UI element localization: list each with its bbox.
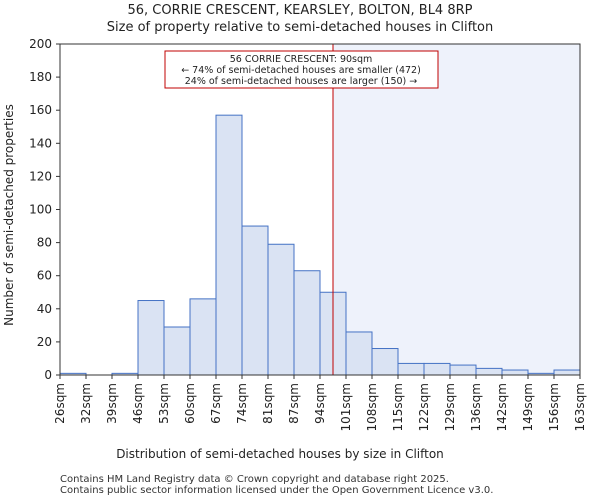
bar [137, 300, 165, 376]
bar [215, 114, 243, 376]
bar [371, 348, 399, 376]
x-tick-label: 53sqm [157, 383, 171, 424]
bar [397, 362, 425, 376]
x-tick-label: 67sqm [209, 383, 223, 424]
x-tick-label: 60sqm [183, 383, 197, 424]
x-tick-label: 81sqm [261, 383, 275, 424]
y-tick-label: 160 [29, 103, 52, 117]
x-tick-label: 87sqm [287, 383, 301, 424]
x-tick-label: 74sqm [235, 383, 249, 424]
bar [293, 270, 321, 376]
x-tick-label: 101sqm [339, 383, 353, 431]
x-tick-label: 129sqm [443, 383, 457, 431]
footer-attribution-2: Contains public sector information licen… [60, 485, 494, 496]
y-tick-label: 180 [29, 70, 52, 84]
y-tick-label: 100 [29, 203, 52, 217]
y-tick-label: 140 [29, 136, 52, 150]
bar [501, 369, 529, 376]
annotation-box: 56 CORRIE CRESCENT: 90sqm ← 74% of semi-… [164, 50, 439, 89]
y-tick-label: 40 [37, 302, 52, 316]
x-axis-label: Distribution of semi-detached houses by … [116, 447, 444, 461]
x-tick-label: 108sqm [365, 383, 379, 431]
y-ticks: 0 20 40 60 80 100 120 140 160 180 200 [29, 37, 60, 382]
bar [241, 225, 269, 376]
bar [553, 369, 581, 376]
y-tick-label: 20 [37, 335, 52, 349]
x-tick-label: 46sqm [131, 383, 145, 424]
y-tick-label: 0 [44, 368, 52, 382]
x-tick-label: 32sqm [79, 383, 93, 424]
y-axis-label: Number of semi-detached properties [2, 104, 16, 326]
x-ticks: 26sqm 32sqm 39sqm 46sqm 53sqm 60sqm 67sqm 74sqm… [53, 375, 587, 431]
x-tick-label: 39sqm [105, 383, 119, 424]
bar [423, 362, 451, 376]
annotation-frame [164, 50, 439, 89]
x-tick-label: 142sqm [495, 383, 509, 431]
bar [449, 364, 477, 376]
x-tick-label: 156sqm [547, 383, 561, 431]
chart-title: 56, CORRIE CRESCENT, KEARSLEY, BOLTON, B… [128, 3, 473, 18]
annotation-line-1: 56 CORRIE CRESCENT: 90sqm [230, 54, 373, 65]
y-tick-label: 120 [29, 169, 52, 183]
y-tick-label: 60 [37, 269, 52, 283]
bar [189, 298, 217, 376]
x-tick-label: 149sqm [521, 383, 535, 431]
x-tick-label: 136sqm [469, 383, 483, 431]
x-tick-label: 115sqm [391, 383, 405, 431]
larger-region-shade [333, 44, 580, 375]
chart-canvas: 56, CORRIE CRESCENT, KEARSLEY, BOLTON, B… [2, 3, 587, 461]
x-tick-label: 94sqm [313, 383, 327, 424]
y-tick-label: 200 [29, 37, 52, 51]
chart-subtitle: Size of property relative to semi-detach… [107, 20, 493, 35]
bar [475, 367, 503, 376]
x-tick-label: 163sqm [573, 383, 587, 431]
footer-attribution-1: Contains HM Land Registry data © Crown c… [60, 474, 449, 485]
bar [163, 326, 191, 376]
annotation-line-2: ← 74% of semi-detached houses are smalle… [181, 65, 421, 76]
annotation-line-3: 24% of semi-detached houses are larger (… [185, 76, 418, 87]
x-tick-label: 26sqm [53, 383, 67, 424]
y-tick-label: 80 [37, 236, 52, 250]
x-tick-label: 122sqm [417, 383, 431, 431]
bar [345, 331, 373, 376]
bar [267, 243, 295, 376]
